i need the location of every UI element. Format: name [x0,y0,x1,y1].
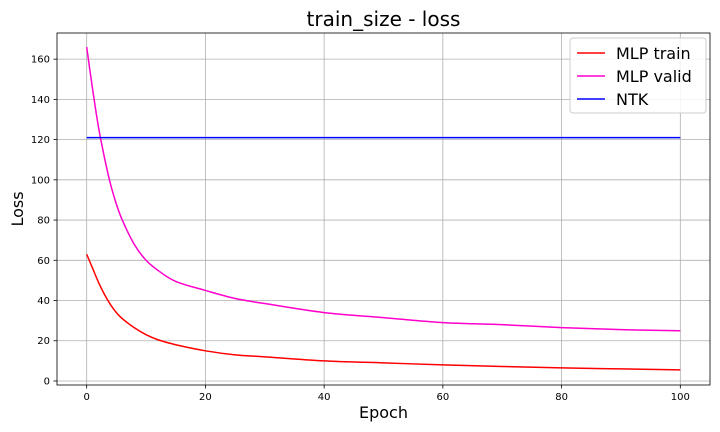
x-tick-label: 60 [436,392,449,403]
y-tick-label: 60 [37,256,50,267]
y-tick-label: 20 [37,336,50,347]
x-tick-label: 100 [671,392,690,403]
grid [57,33,710,385]
y-tick-label: 120 [31,135,50,146]
x-tick-label: 80 [555,392,568,403]
y-tick-label: 80 [37,216,50,227]
plot-frame [56,32,711,386]
legend-label-mlp-valid: MLP valid [616,67,692,86]
y-axis-title: Loss [8,191,27,226]
x-tick-label: 40 [318,392,331,403]
legend-label-ntk: NTK [616,90,649,109]
legend-label-mlp-train: MLP train [616,44,691,63]
legend-box [569,37,707,114]
chart-title: train_size - loss [307,7,461,31]
y-tick-label: 140 [31,95,50,106]
legend: MLP train MLP valid NTK [569,37,707,114]
x-tick-label: 20 [199,392,212,403]
y-tick-label: 160 [31,55,50,66]
y-tick-label: 100 [31,175,50,186]
x-axis-title: Epoch [359,403,408,422]
ticks: 0 20 40 60 80 100 0 20 40 60 80 100 120 140 160 [31,55,690,403]
series-line-mlp-train [85,253,681,371]
series-line-mlp-valid [85,46,681,332]
x-tick-label: 0 [83,392,89,403]
y-tick-label: 40 [37,296,50,307]
y-tick-label: 0 [44,376,50,387]
series-group [85,46,681,371]
